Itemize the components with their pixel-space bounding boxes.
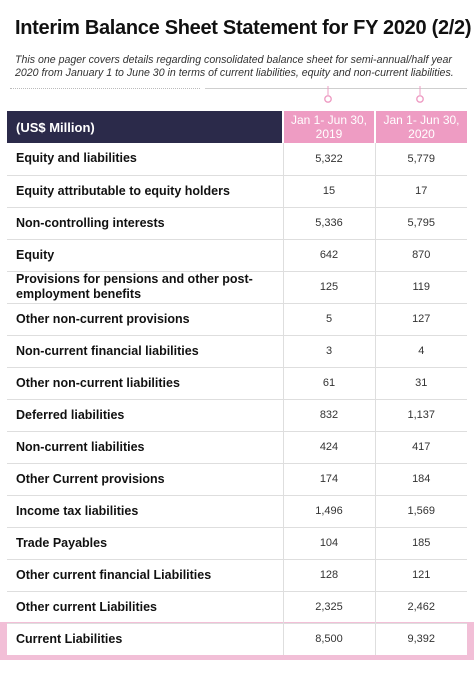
row-label: Income tax liabilities bbox=[7, 495, 283, 528]
value-2020: 2,462 bbox=[374, 591, 467, 624]
value-2019: 61 bbox=[282, 367, 375, 400]
value-2019: 642 bbox=[282, 239, 375, 272]
value-2020: 5,779 bbox=[374, 143, 467, 176]
table-row: Non-current liabilities 424 417 bbox=[7, 431, 467, 464]
value-2020: 119 bbox=[374, 271, 467, 304]
row-label: Other current Liabilities bbox=[7, 591, 283, 624]
table-row: Equity and liabilities 5,322 5,779 bbox=[7, 143, 467, 176]
row-label: Non-current financial liabilities bbox=[7, 335, 283, 368]
value-2020: 1,137 bbox=[374, 399, 467, 432]
value-2020: 1,569 bbox=[374, 495, 467, 528]
value-2020: 184 bbox=[374, 463, 467, 496]
table-row: Non-current financial liabilities 3 4 bbox=[7, 335, 467, 368]
table-row: Equity 642 870 bbox=[7, 239, 467, 272]
value-2019: 174 bbox=[282, 463, 375, 496]
table-row: Other non-current liabilities 61 31 bbox=[7, 367, 467, 400]
table-row: Equity attributable to equity holders 15 1… bbox=[7, 175, 467, 208]
row-label: Equity attributable to equity holders bbox=[7, 175, 283, 208]
header-period-2019: Jan 1- Jun 30, 2019 bbox=[282, 111, 375, 143]
value-2020: 31 bbox=[374, 367, 467, 400]
column-marker-2019-icon bbox=[324, 86, 332, 103]
header-unit-label: (US$ Million) bbox=[7, 111, 283, 143]
table-row: Trade Payables 104 185 bbox=[7, 527, 467, 560]
row-label: Equity and liabilities bbox=[7, 143, 283, 176]
value-2020: 127 bbox=[374, 303, 467, 336]
value-2020: 4 bbox=[374, 335, 467, 368]
table-row: Other current Liabilities 2,325 2,462 bbox=[7, 591, 467, 624]
value-2020: 9,392 bbox=[374, 623, 467, 655]
row-label: Equity bbox=[7, 239, 283, 272]
value-2019: 832 bbox=[282, 399, 375, 432]
header-divider bbox=[205, 88, 467, 89]
row-label: Non-current liabilities bbox=[7, 431, 283, 464]
value-2019: 125 bbox=[282, 271, 375, 304]
row-label: Other non-current provisions bbox=[7, 303, 283, 336]
table-row: Non-controlling interests 5,336 5,795 bbox=[7, 207, 467, 240]
value-2019: 8,500 bbox=[282, 623, 375, 655]
row-label: Non-controlling interests bbox=[7, 207, 283, 240]
table-row: Provisions for pensions and other post-e… bbox=[7, 271, 467, 304]
row-label: Current Liabilities bbox=[7, 623, 283, 655]
value-2019: 128 bbox=[282, 559, 375, 592]
table-header-row: (US$ Million) Jan 1- Jun 30, 2019 Jan 1-… bbox=[7, 111, 467, 143]
value-2019: 2,325 bbox=[282, 591, 375, 624]
value-2020: 185 bbox=[374, 527, 467, 560]
value-2019: 15 bbox=[282, 175, 375, 208]
value-2019: 5 bbox=[282, 303, 375, 336]
row-label: Trade Payables bbox=[7, 527, 283, 560]
balance-sheet-table: (US$ Million) Jan 1- Jun 30, 2019 Jan 1-… bbox=[7, 111, 467, 655]
value-2019: 104 bbox=[282, 527, 375, 560]
table-row: Other non-current provisions 5 127 bbox=[7, 303, 467, 336]
page-subtitle: This one pager covers details regarding … bbox=[15, 54, 454, 79]
value-2020: 121 bbox=[374, 559, 467, 592]
header-period-2020: Jan 1- Jun 30, 2020 bbox=[374, 111, 467, 143]
row-label: Deferred liabilities bbox=[7, 399, 283, 432]
table-row: Other current financial Liabilities 128 12… bbox=[7, 559, 467, 592]
table-row: Income tax liabilities 1,496 1,569 bbox=[7, 495, 467, 528]
value-2019: 1,496 bbox=[282, 495, 375, 528]
value-2020: 870 bbox=[374, 239, 467, 272]
row-label: Other current financial Liabilities bbox=[7, 559, 283, 592]
value-2020: 17 bbox=[374, 175, 467, 208]
table-row: Current Liabilities 8,500 9,392 bbox=[7, 623, 467, 655]
value-2019: 5,336 bbox=[282, 207, 375, 240]
value-2019: 424 bbox=[282, 431, 375, 464]
row-label: Provisions for pensions and other post-e… bbox=[7, 271, 283, 304]
column-marker-2020-icon bbox=[416, 86, 424, 103]
page-title: Interim Balance Sheet Statement for FY 2… bbox=[15, 17, 472, 39]
value-2019: 5,322 bbox=[282, 143, 375, 176]
value-2020: 5,795 bbox=[374, 207, 467, 240]
row-label: Other non-current liabilities bbox=[7, 367, 283, 400]
row-label: Other Current provisions bbox=[7, 463, 283, 496]
balance-sheet-table-container: (US$ Million) Jan 1- Jun 30, 2019 Jan 1-… bbox=[7, 111, 467, 655]
table-row: Other Current provisions 174 184 bbox=[7, 463, 467, 496]
value-2020: 417 bbox=[374, 431, 467, 464]
dotted-divider bbox=[10, 88, 200, 89]
table-row: Deferred liabilities 832 1,137 bbox=[7, 399, 467, 432]
value-2019: 3 bbox=[282, 335, 375, 368]
